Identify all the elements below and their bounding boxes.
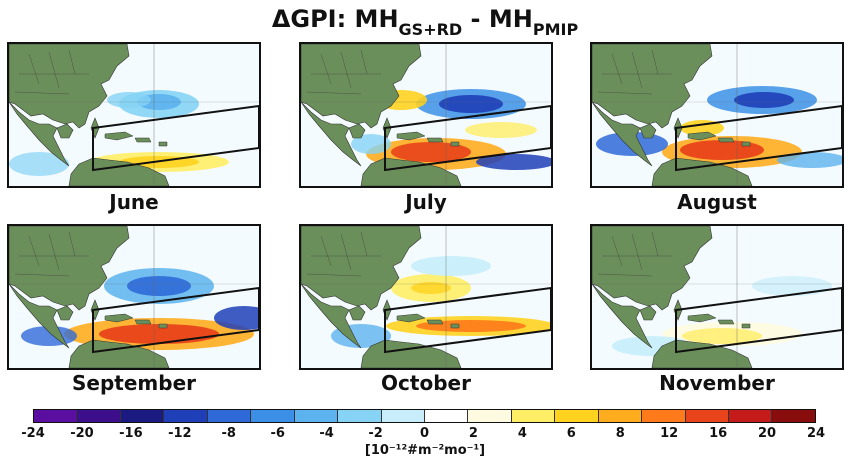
colorbar-segment (555, 410, 599, 422)
map-panel-july (299, 42, 553, 188)
colorbar-tick-label: -2 (368, 426, 383, 441)
title-lead: ΔGPI: MH (271, 5, 399, 33)
month-label-september: September (72, 371, 196, 395)
colorbar-tick-label: -12 (168, 426, 192, 441)
colorbar-segment (120, 410, 165, 422)
month-label-july: July (405, 190, 447, 214)
colorbar-segment (381, 410, 425, 422)
map-svg (301, 44, 551, 186)
map-svg (9, 44, 259, 186)
colorbar-segment (642, 410, 686, 422)
colorbar-units: [10⁻¹²#m⁻²mo⁻¹] (364, 443, 486, 458)
month-label-november: November (659, 371, 775, 395)
colorbar-tick-label: 2 (468, 426, 478, 441)
colorbar-segment (251, 410, 295, 422)
colorbar-tick-label: 8 (615, 426, 625, 441)
colorbar-tick-label: 20 (758, 426, 777, 441)
map-panel-august (590, 42, 844, 188)
colorbar-tick-label: 24 (806, 426, 826, 441)
colorbar-tick-label: 12 (660, 426, 679, 441)
month-label-june: June (109, 190, 159, 214)
map-svg (592, 226, 842, 368)
colorbar-segment (164, 410, 208, 422)
map-panel-september (7, 224, 261, 370)
colorbar-tick-label: 16 (709, 426, 728, 441)
colorbar (33, 409, 816, 423)
month-label-august: August (677, 190, 757, 214)
colorbar-tick-label: 0 (419, 426, 430, 441)
colorbar-segment (338, 410, 382, 422)
colorbar-segment (294, 410, 339, 422)
colorbar-segment (729, 410, 773, 422)
colorbar-segment (34, 410, 78, 422)
title-mid: - MH (462, 5, 533, 33)
map-panel-october (299, 224, 553, 370)
colorbar-segment (685, 410, 729, 422)
colorbar-tick-label: -16 (119, 426, 143, 441)
colorbar-tick-label: -8 (221, 426, 236, 441)
colorbar-tick-label: -6 (270, 426, 285, 441)
map-panel-november (590, 224, 844, 370)
colorbar-segment (511, 410, 556, 422)
figure-title: ΔGPI: MHGS+RD - MHPMIP (0, 4, 850, 38)
colorbar-tick-label: -20 (70, 426, 94, 441)
map-svg (592, 44, 842, 186)
colorbar-segment (77, 410, 121, 422)
colorbar-tick-label: 6 (566, 426, 576, 441)
colorbar-tick-label: -4 (319, 426, 334, 441)
colorbar-tick-label: -24 (21, 426, 45, 441)
map-panel-june (7, 42, 261, 188)
month-label-october: October (381, 371, 471, 395)
map-svg (9, 226, 259, 368)
title-sub-2: PMIP (532, 20, 579, 39)
colorbar-segment (598, 410, 643, 422)
colorbar-tick-label: 4 (517, 426, 527, 441)
colorbar-segment (424, 410, 469, 422)
title-sub-1: GS+RD (398, 20, 463, 39)
colorbar-segment (468, 410, 512, 422)
colorbar-segment (207, 410, 252, 422)
map-svg (301, 226, 551, 368)
colorbar-segment (772, 410, 815, 422)
